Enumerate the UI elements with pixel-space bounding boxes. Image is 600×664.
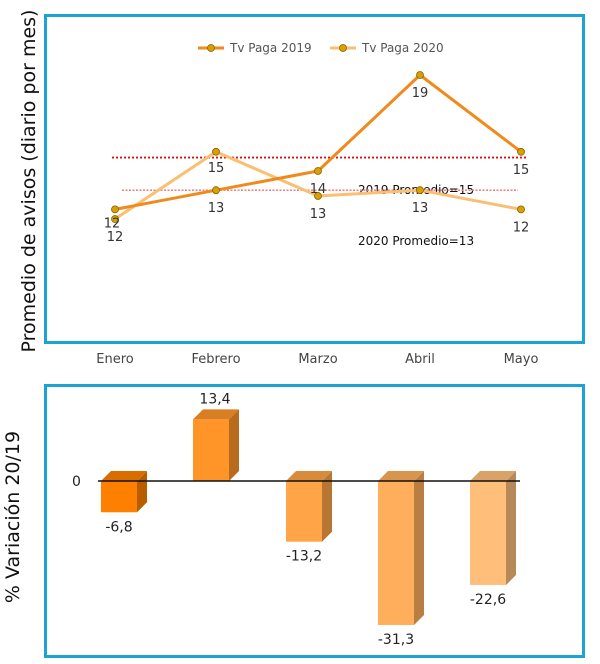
data-point-2-2 (212, 147, 220, 156)
bar-side-4 (414, 471, 424, 625)
bar-value-label-5: -22,6 (470, 592, 506, 608)
legend-marker-2 (339, 44, 347, 52)
data-label-2-5: 12 (513, 220, 530, 235)
x-tick-label-2: Febrero (191, 352, 240, 367)
data-label-2-4: 13 (412, 201, 429, 216)
x-tick-label-3: Marzo (298, 352, 337, 367)
bar-side-5 (506, 471, 516, 585)
bar-top-5 (470, 471, 516, 481)
data-label-1-4: 19 (412, 86, 429, 101)
data-label-1-5: 15 (513, 163, 530, 178)
data-point-1-1 (111, 205, 119, 214)
zero-tick-label: 0 (72, 474, 81, 490)
x-tick-label-1: Enero (96, 352, 134, 367)
bar-top-3 (286, 471, 332, 481)
legend-entry-2: Tv Paga 2020 (361, 41, 444, 55)
x-tick-label-4: Abril (405, 352, 435, 367)
data-label-2-1: 12 (107, 230, 124, 245)
data-point-1-5 (517, 147, 525, 156)
bar-value-label-4: -31,3 (378, 632, 414, 648)
bar-value-label-3: -13,2 (286, 549, 322, 565)
data-point-2-1 (111, 215, 119, 223)
data-point-1-4 (416, 71, 424, 79)
data-point-1-2 (212, 186, 220, 195)
bar-side-3 (322, 471, 332, 542)
line-chart-panel (44, 14, 585, 344)
data-label-2-2: 15 (208, 161, 225, 176)
bar-top-4 (378, 471, 424, 481)
legend-entry-1: Tv Paga 2019 (229, 41, 312, 55)
bar-2 (193, 419, 229, 481)
bar-4 (378, 481, 414, 625)
data-point-2-5 (517, 205, 525, 214)
data-label-1-3: 14 (310, 182, 327, 197)
bar-1 (101, 481, 137, 513)
average-label-2: 2020 Promedio=13 (358, 234, 474, 248)
legend-marker-1 (207, 44, 215, 52)
data-label-1-2: 13 (208, 201, 225, 216)
data-point-1-3 (314, 167, 322, 175)
bar-3 (286, 481, 322, 542)
data-label-2-3: 13 (310, 207, 327, 222)
bar-side-2 (229, 409, 239, 481)
x-tick-label-5: Mayo (504, 352, 539, 367)
bar-5 (470, 481, 506, 585)
data-point-2-3 (314, 192, 322, 200)
data-point-2-4 (416, 186, 424, 195)
data-label-1-1: 12 (104, 216, 121, 231)
bar-top-2 (193, 409, 239, 420)
bar-value-label-1: -6,8 (105, 519, 132, 535)
bar-top-1 (101, 471, 147, 481)
bar-value-label-2: 13,4 (199, 391, 230, 407)
